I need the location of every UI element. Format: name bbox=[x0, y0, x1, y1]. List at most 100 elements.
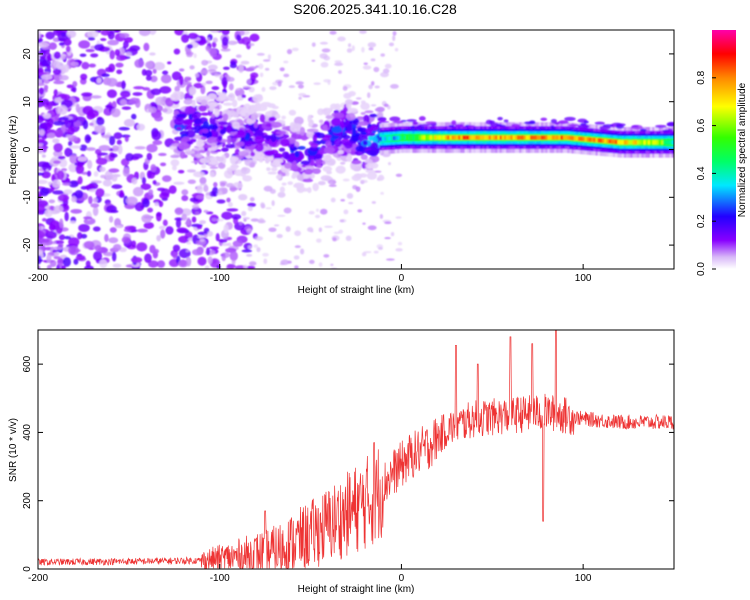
heatmap-cell bbox=[63, 38, 72, 46]
heatmap-cell bbox=[252, 112, 259, 120]
heatmap-cell bbox=[342, 134, 351, 140]
heatmap-cell bbox=[310, 142, 319, 148]
heatmap-cell bbox=[141, 177, 147, 185]
heatmap-cell bbox=[506, 135, 510, 140]
spectrogram-x-tick-label: -200 bbox=[28, 273, 48, 284]
heatmap-cell bbox=[384, 237, 391, 240]
heatmap-cell bbox=[63, 189, 73, 195]
heatmap-cell bbox=[243, 264, 248, 269]
heatmap-cell bbox=[593, 137, 597, 143]
heatmap-cell bbox=[153, 248, 160, 254]
heatmap-cell bbox=[207, 64, 218, 71]
heatmap-cell bbox=[58, 42, 65, 46]
heatmap-cell bbox=[395, 248, 403, 252]
heatmap-cell bbox=[107, 39, 119, 46]
heatmap-cell bbox=[74, 190, 84, 199]
heatmap-cell bbox=[132, 92, 143, 96]
heatmap-cell bbox=[53, 205, 64, 213]
heatmap-cell bbox=[277, 191, 286, 198]
heatmap-cell bbox=[583, 120, 589, 124]
heatmap-cell bbox=[281, 115, 286, 120]
heatmap-cell bbox=[523, 121, 536, 125]
heatmap-cell bbox=[674, 139, 677, 147]
heatmap-cell bbox=[261, 86, 266, 92]
heatmap-cell bbox=[181, 189, 189, 196]
heatmap-cell bbox=[357, 121, 369, 126]
heatmap-cell bbox=[458, 135, 462, 140]
heatmap-cell bbox=[567, 135, 571, 140]
heatmap-cell bbox=[129, 45, 141, 52]
heatmap-cell bbox=[38, 138, 46, 143]
heatmap-cell bbox=[650, 140, 654, 145]
heatmap-cell bbox=[84, 265, 94, 269]
heatmap-cell bbox=[217, 135, 223, 141]
heatmap-cell bbox=[363, 251, 372, 254]
heatmap-cell bbox=[378, 121, 390, 124]
heatmap-cell bbox=[621, 140, 626, 145]
heatmap-cell bbox=[386, 136, 390, 141]
heatmap-cell bbox=[315, 208, 320, 212]
heatmap-cell bbox=[83, 217, 96, 225]
heatmap-cell bbox=[196, 240, 201, 246]
heatmap-cell bbox=[271, 200, 275, 207]
heatmap-cell bbox=[462, 135, 466, 140]
heatmap-cell bbox=[343, 121, 349, 126]
snr-x-tick-label: 0 bbox=[399, 573, 405, 584]
colorbar-tick-label: 0.2 bbox=[696, 214, 707, 228]
heatmap-cell bbox=[239, 221, 243, 226]
heatmap-cell bbox=[112, 145, 119, 151]
spectrogram-x-axis-label: Height of straight line (km) bbox=[298, 285, 415, 296]
heatmap-cell bbox=[69, 153, 79, 164]
heatmap-cell bbox=[221, 211, 233, 220]
heatmap-cell bbox=[87, 36, 96, 41]
heatmap-cell bbox=[304, 168, 314, 175]
heatmap-cell bbox=[45, 31, 55, 40]
heatmap-cell bbox=[38, 143, 44, 147]
heatmap-cell bbox=[213, 108, 220, 118]
heatmap-cell bbox=[193, 82, 204, 89]
heatmap-cell bbox=[479, 135, 484, 140]
heatmap-cell bbox=[185, 249, 190, 253]
heatmap-cell bbox=[674, 127, 677, 158]
heatmap-cell bbox=[434, 135, 438, 140]
heatmap-cell bbox=[53, 150, 63, 158]
colorbar-ticks: 0.0 0.2 0.4 0.6 0.8 bbox=[696, 70, 716, 276]
heatmap-cell bbox=[106, 89, 117, 98]
heatmap-cell bbox=[290, 164, 299, 171]
heatmap-cell bbox=[115, 224, 124, 229]
heatmap-cell bbox=[120, 99, 128, 106]
heatmap-cell bbox=[38, 226, 42, 230]
heatmap-cell bbox=[109, 227, 117, 233]
heatmap-cell bbox=[209, 156, 219, 163]
heatmap-cell bbox=[355, 186, 361, 193]
heatmap-cell bbox=[269, 86, 277, 91]
heatmap-cell bbox=[41, 74, 53, 80]
heatmap-cell bbox=[496, 123, 503, 127]
heatmap-cell bbox=[41, 171, 51, 179]
heatmap-cell bbox=[477, 135, 482, 140]
heatmap-cell bbox=[191, 216, 197, 223]
heatmap-cell bbox=[196, 185, 204, 194]
heatmap-cell bbox=[451, 135, 455, 140]
heatmap-cell bbox=[62, 257, 71, 267]
heatmap-cell bbox=[120, 90, 131, 98]
heatmap-cell bbox=[80, 73, 88, 81]
heatmap-cell bbox=[410, 135, 414, 140]
heatmap-cell bbox=[674, 134, 677, 151]
heatmap-cell bbox=[658, 140, 663, 145]
heatmap-cell bbox=[285, 226, 291, 232]
heatmap-cell bbox=[179, 151, 186, 159]
heatmap-cell bbox=[211, 86, 220, 91]
heatmap-cell bbox=[362, 140, 368, 146]
heatmap-cell bbox=[343, 209, 349, 215]
heatmap-cell bbox=[57, 155, 66, 160]
heatmap-cell bbox=[64, 235, 72, 240]
heatmap-cell bbox=[392, 135, 397, 141]
heatmap-cell bbox=[81, 61, 90, 70]
heatmap-cell bbox=[206, 247, 211, 256]
heatmap-cell bbox=[199, 177, 207, 185]
heatmap-cell bbox=[362, 222, 366, 225]
heatmap-cell bbox=[66, 84, 74, 89]
heatmap-cell bbox=[106, 77, 118, 87]
heatmap-cell bbox=[312, 133, 318, 143]
